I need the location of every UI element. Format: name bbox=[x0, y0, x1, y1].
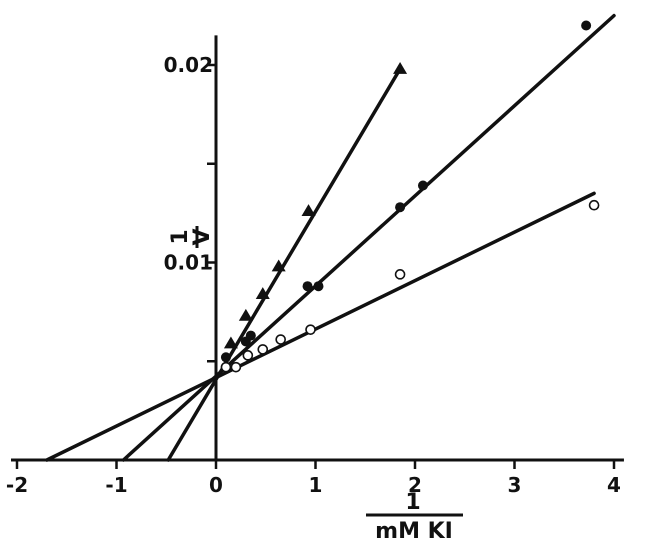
filled-circle-marker bbox=[395, 202, 406, 213]
filled-circle-marker bbox=[245, 330, 256, 341]
x-tick-label: -2 bbox=[6, 473, 28, 497]
y-axis-label-numerator: 1 bbox=[168, 229, 193, 244]
triangle-marker bbox=[223, 336, 238, 349]
triangle-marker bbox=[255, 287, 270, 299]
open-circle-marker bbox=[394, 269, 406, 280]
fit-line-open-circle bbox=[45, 191, 596, 462]
filled-circle-marker bbox=[581, 20, 592, 31]
x-tick-label: 3 bbox=[508, 473, 522, 497]
x-tick-label: 2 bbox=[408, 473, 422, 497]
filled-circle-marker bbox=[313, 281, 324, 292]
open-circle-marker bbox=[275, 334, 286, 345]
y-tick-label: 0.02 bbox=[164, 53, 213, 77]
triangle-marker bbox=[271, 259, 286, 272]
x-tick-label: 1 bbox=[309, 473, 323, 497]
filled-circle-marker bbox=[302, 281, 313, 292]
open-circle-marker bbox=[257, 344, 269, 355]
tick-labels: -2 -1 0 1 2 3 4 0.01 0.02 bbox=[6, 53, 621, 497]
open-circle-marker bbox=[305, 324, 316, 335]
open-circle-marker bbox=[230, 361, 242, 373]
open-circle-marker bbox=[220, 361, 232, 373]
triangle-marker bbox=[301, 204, 316, 217]
fit-line-triangle bbox=[166, 67, 402, 462]
data-markers bbox=[220, 20, 600, 373]
y-tick-label: 0.01 bbox=[164, 251, 213, 275]
x-tick-label: 4 bbox=[607, 473, 621, 497]
filled-circle-marker bbox=[220, 352, 231, 363]
x-axis-label: 1 mM KI bbox=[366, 490, 463, 544]
open-circle-marker bbox=[242, 350, 254, 361]
x-axis-label-numerator: 1 bbox=[405, 490, 420, 515]
x-tick-label: -1 bbox=[105, 473, 127, 497]
open-circle-marker bbox=[588, 199, 600, 211]
x-axis-label-denominator: mM KI bbox=[375, 519, 453, 544]
filled-circle-marker bbox=[417, 180, 428, 191]
x-tick-label: 0 bbox=[209, 473, 223, 497]
triangle-marker bbox=[238, 308, 253, 321]
fit-line-filled-circle bbox=[121, 13, 616, 462]
triangle-marker bbox=[393, 61, 408, 74]
axes bbox=[11, 35, 624, 469]
y-axis-label-denominator: V bbox=[190, 228, 215, 245]
y-axis-label: 1 V bbox=[168, 226, 215, 248]
fit-lines bbox=[45, 13, 616, 462]
